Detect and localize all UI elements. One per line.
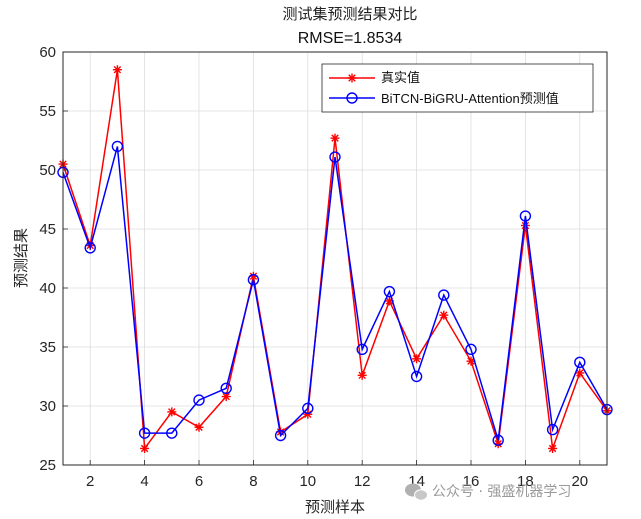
x-tick-label: 2 [86, 473, 94, 490]
series-predicted [57, 140, 613, 446]
x-tick-label: 4 [140, 473, 148, 490]
data-point [193, 394, 205, 406]
x-tick-label: 20 [571, 473, 588, 490]
plot-area [63, 52, 607, 465]
y-tick-label: 40 [39, 280, 56, 297]
data-point [248, 271, 258, 281]
plot-frame [62, 51, 608, 466]
chart-subtitle: RMSE=1.8534 [298, 30, 403, 47]
y-tick-label: 45 [39, 221, 56, 238]
y-tick-label: 55 [39, 103, 56, 120]
data-point [548, 443, 558, 453]
x-tick-label: 18 [517, 473, 534, 490]
data-point [330, 133, 340, 143]
data-point [492, 434, 504, 446]
data-point [575, 368, 585, 378]
data-point [247, 274, 260, 286]
x-axis-label: 预测样本 [305, 498, 365, 516]
data-point [166, 427, 178, 439]
data-point [167, 407, 177, 417]
y-tick-label: 25 [39, 457, 56, 474]
y-tick-label: 50 [39, 162, 56, 179]
legend-marker [346, 92, 358, 104]
data-point [519, 210, 532, 222]
data-point [138, 427, 151, 439]
data-point [438, 289, 450, 301]
data-point [465, 343, 477, 356]
x-tick-label: 16 [463, 473, 480, 490]
data-point [302, 402, 314, 415]
data-point [194, 422, 204, 432]
data-point [574, 356, 586, 369]
data-point [439, 310, 449, 320]
legend-box [321, 63, 594, 113]
data-point [357, 370, 367, 380]
x-tick-label: 12 [354, 473, 371, 490]
data-point [220, 382, 232, 394]
data-point [274, 429, 287, 442]
series-line [62, 146, 608, 441]
watermark: 公众号 · 强盛机器学习 [405, 483, 571, 501]
y-axis-label: 预测结果 [12, 228, 30, 288]
data-point [520, 220, 530, 230]
legend-label-actual: 真实值 [381, 70, 420, 85]
chart-title: 测试集预测结果对比 [282, 5, 417, 23]
wechat-icon [405, 483, 428, 501]
data-point [356, 343, 368, 356]
data-point [410, 370, 423, 383]
data-point [383, 285, 396, 298]
legend: 真实值 BiTCN-BiGRU-Attention预测值 [321, 63, 594, 113]
data-point [84, 242, 96, 254]
y-tick-label: 35 [39, 339, 56, 356]
y-tick-label: 30 [39, 398, 56, 415]
legend-marker [347, 73, 357, 83]
data-point [546, 423, 559, 436]
data-point [112, 65, 122, 75]
data-point [412, 354, 422, 364]
y-tick-label: 60 [39, 44, 56, 61]
legend-label-predicted: BiTCN-BiGRU-Attention预测值 [381, 91, 559, 106]
data-point [111, 140, 124, 153]
x-tick-label: 10 [299, 473, 316, 490]
x-tick-label: 8 [249, 473, 257, 490]
watermark-text: 公众号 · 强盛机器学习 [432, 484, 571, 500]
data-point [329, 151, 341, 163]
x-tick-label: 6 [195, 473, 203, 490]
data-point [140, 443, 150, 453]
series-layer [57, 65, 613, 453]
